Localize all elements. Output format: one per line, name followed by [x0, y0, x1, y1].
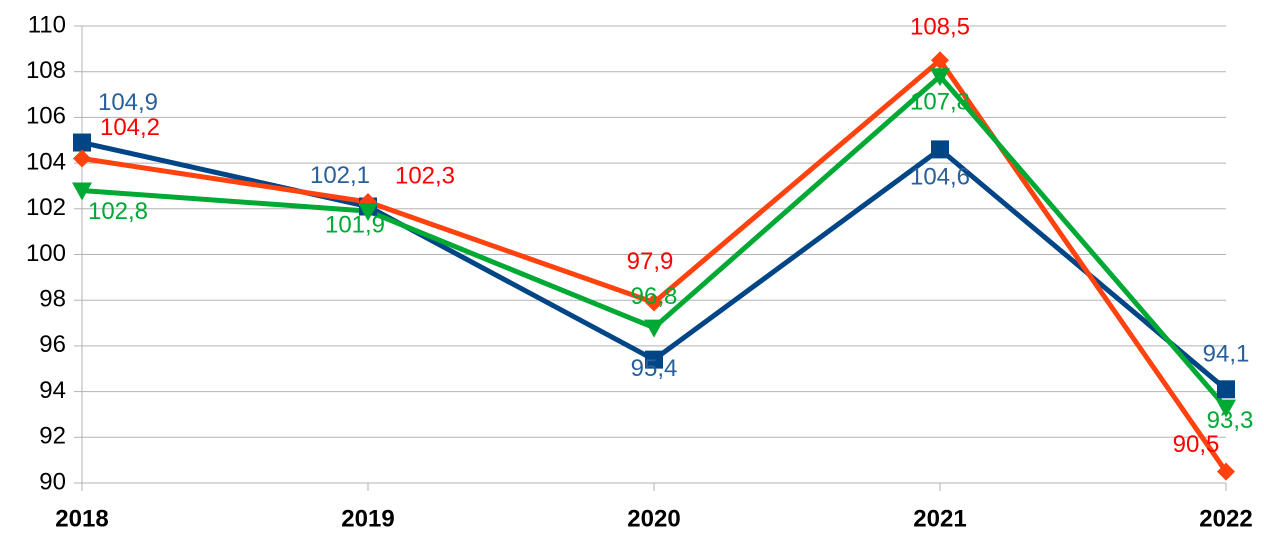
y-tick-label: 102: [26, 194, 66, 221]
marker: [644, 319, 664, 338]
data-label: 107,8: [910, 89, 970, 116]
y-tick-label: 92: [39, 423, 66, 450]
data-label: 104,6: [910, 164, 970, 191]
data-label: 94,1: [1203, 341, 1250, 368]
data-label: 102,1: [310, 162, 370, 189]
marker: [645, 293, 663, 312]
marker: [358, 203, 378, 222]
y-tick-label: 96: [39, 331, 66, 358]
marker: [72, 182, 92, 201]
data-label: 104,2: [100, 114, 160, 141]
marker: [931, 140, 949, 159]
marker: [931, 51, 949, 70]
x-tick-label: 2020: [627, 505, 680, 532]
data-label: 93,3: [1207, 407, 1254, 434]
marker: [930, 68, 950, 87]
y-tick-label: 94: [39, 377, 66, 404]
data-label: 95,4: [631, 355, 678, 382]
marker: [73, 149, 91, 168]
data-label: 102,3: [395, 162, 455, 189]
y-tick-label: 104: [26, 148, 66, 175]
y-tick-label: 110: [28, 11, 66, 38]
data-label: 108,5: [910, 14, 970, 41]
x-tick-label: 2019: [341, 505, 394, 532]
data-label: 90,5: [1173, 431, 1220, 458]
y-tick-label: 108: [26, 57, 66, 84]
data-label: 102,8: [88, 198, 148, 225]
marker: [1216, 399, 1236, 418]
x-tick-label: 2018: [55, 505, 108, 532]
data-label: 101,9: [325, 211, 385, 238]
data-label: 104,9: [98, 89, 158, 116]
y-tick-label: 98: [39, 286, 66, 313]
data-label: 96,8: [631, 283, 678, 310]
marker: [73, 133, 91, 152]
x-tick-label: 2022: [1199, 505, 1252, 532]
y-tick-label: 90: [39, 468, 66, 495]
x-tick-label: 2021: [913, 505, 966, 532]
y-tick-label: 106: [26, 103, 66, 130]
marker: [1217, 380, 1235, 399]
data-label: 97,9: [627, 248, 674, 275]
marker: [1217, 462, 1235, 481]
y-tick-label: 100: [26, 240, 66, 267]
marker: [645, 350, 663, 369]
